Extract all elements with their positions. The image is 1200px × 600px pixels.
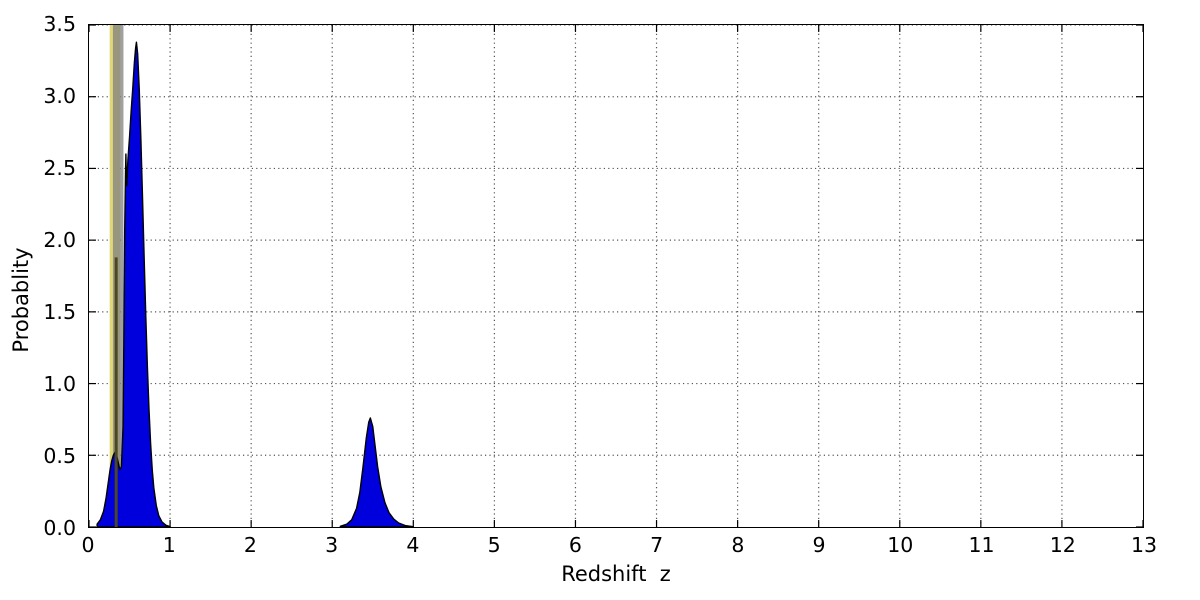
y-tick-label: 0.0 bbox=[43, 515, 76, 540]
x-tick-label: 9 bbox=[812, 533, 826, 557]
plot-area[interactable] bbox=[88, 24, 1144, 528]
x-axis-label: Redshift z bbox=[561, 562, 671, 586]
y-axis-label: Probablity bbox=[9, 247, 33, 353]
x-tick-label: 4 bbox=[406, 533, 420, 557]
x-tick-label: 2 bbox=[243, 533, 257, 557]
x-tick-label: 6 bbox=[568, 533, 582, 557]
y-axis-tick-labels: 0.0 0.5 1.0 1.5 2.0 2.5 3.0 3.5 bbox=[0, 14, 1200, 538]
x-tick-label: 0 bbox=[81, 533, 95, 557]
x-tick-label: 5 bbox=[487, 533, 501, 557]
x-tick-label: 3 bbox=[325, 533, 339, 557]
x-axis-tick-labels: 0 1 2 3 4 5 6 7 8 9 10 11 12 13 bbox=[81, 528, 1157, 568]
y-tick-label: 0.5 bbox=[43, 443, 76, 468]
x-tick-label: 8 bbox=[731, 533, 745, 557]
pdf-curve bbox=[89, 25, 1143, 527]
y-tick-label: 3.0 bbox=[43, 83, 76, 108]
x-tick-label: 12 bbox=[1049, 533, 1076, 557]
plot-clip bbox=[89, 25, 1143, 527]
y-tick-label: 1.0 bbox=[43, 371, 76, 396]
x-tick-label: 13 bbox=[1130, 533, 1158, 557]
y-tick-label: 2.5 bbox=[43, 155, 76, 180]
y-tick-label: 1.5 bbox=[43, 299, 76, 324]
x-tick-label: 10 bbox=[887, 533, 914, 557]
y-tick-label: 3.5 bbox=[43, 11, 76, 36]
x-tick-label: 1 bbox=[162, 533, 176, 557]
x-tick-label: 7 bbox=[650, 533, 664, 557]
grid-lines bbox=[89, 25, 1143, 527]
x-tick-label: 11 bbox=[968, 533, 995, 557]
y-tick-label: 2.0 bbox=[43, 227, 76, 252]
